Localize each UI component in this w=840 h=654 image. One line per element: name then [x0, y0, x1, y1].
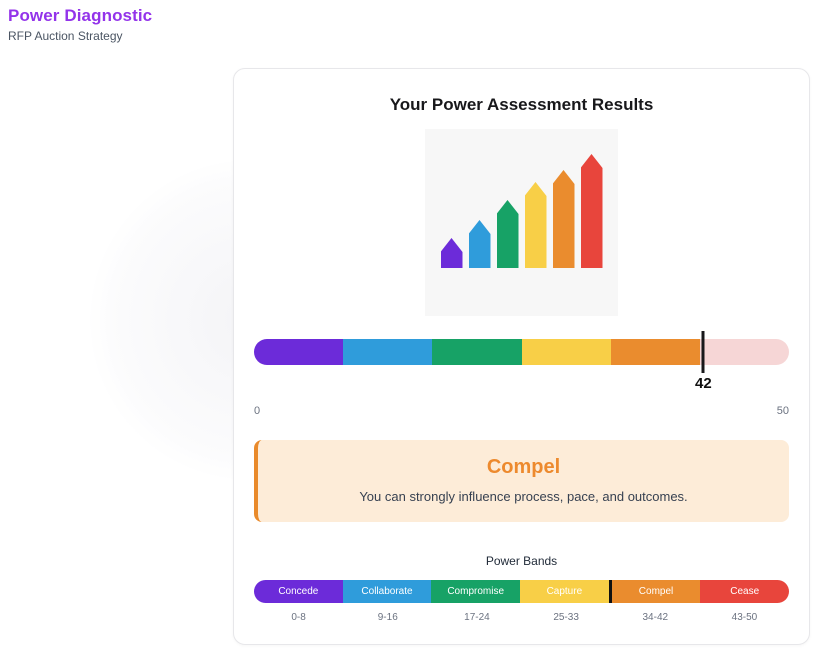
progress-segment	[432, 339, 522, 365]
illustration-bar	[496, 200, 519, 268]
result-box: Compel You can strongly influence proces…	[254, 440, 789, 522]
progress-segment	[254, 339, 344, 365]
progress-bar	[254, 339, 789, 365]
band-range: 34-42	[642, 612, 669, 623]
assessment-results-card: Your Power Assessment Results 42 0 50 Co…	[233, 68, 810, 645]
scale-max-label: 50	[776, 405, 789, 417]
page-subtitle: RFP Auction Strategy	[8, 29, 123, 43]
illustration-bars	[425, 154, 618, 268]
page-header: Power Diagnostic RFP Auction Strategy	[8, 6, 152, 43]
band-range: 43-50	[731, 612, 758, 623]
band-range: 9-16	[377, 612, 398, 623]
page-title: Power Diagnostic	[8, 6, 153, 25]
scale-min-label: 0	[254, 405, 261, 417]
band-segment: Capture	[520, 580, 609, 603]
illustration-bar	[440, 238, 463, 268]
band-range: 25-33	[553, 612, 579, 623]
progress-segment	[343, 339, 433, 365]
bands-strip: Concede Collaborate Compromise Capture Compe…	[254, 580, 789, 603]
score-marker	[701, 331, 705, 373]
illustration-bar	[552, 170, 575, 268]
power-bands-title: Power Bands	[485, 554, 558, 568]
illustration-bar	[580, 154, 603, 268]
band-segment: Compromise	[431, 580, 521, 603]
score-progress: 42	[254, 331, 789, 392]
result-description: You can strongly influence process, pace…	[359, 489, 688, 504]
band-segment: Compel	[611, 580, 701, 603]
band-range: 17-24	[464, 612, 490, 623]
progress-segment	[521, 339, 611, 365]
card-title: Your Power Assessment Results	[389, 95, 654, 114]
bands-ranges: 0-8 9-16 17-24 25-33 34-42 43-50	[254, 612, 789, 623]
result-band-name: Compel	[486, 456, 561, 478]
scale-row: 0 50	[254, 405, 789, 417]
band-segment: Concede	[254, 580, 343, 603]
progress-segment	[699, 339, 789, 365]
band-segment: Collaborate	[342, 580, 432, 603]
band-segment: Cease	[700, 580, 789, 603]
progress-segment	[610, 339, 700, 365]
band-divider	[608, 580, 612, 603]
score-marker-label: 42	[695, 375, 712, 392]
band-range: 0-8	[291, 612, 306, 623]
illustration-bar	[468, 220, 491, 268]
illustration-bar	[524, 182, 547, 268]
bar-chart-illustration	[425, 129, 618, 316]
